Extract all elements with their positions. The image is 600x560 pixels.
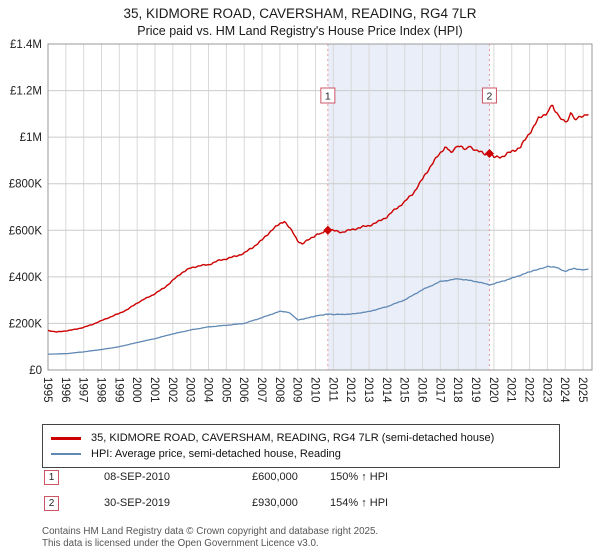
legend-swatch-property: [51, 436, 81, 440]
price-chart: £0 £200K £400K £600K £800K £1M £1.2M £1.4M 1995 1…: [9, 39, 593, 403]
series-line-property: [47, 104, 589, 333]
x-tick-label: 1998: [94, 377, 106, 403]
x-tick-label: 2001: [148, 377, 160, 403]
x-tick-label: 2016: [416, 377, 428, 403]
y-tick-label: £1M: [20, 132, 42, 144]
sale-number-badge-1: 1: [44, 470, 59, 485]
y-tick-label: £1.2M: [10, 86, 42, 98]
x-tick-label: 2014: [380, 377, 392, 403]
x-tick-label: 2015: [398, 377, 410, 403]
x-tick-label: 2018: [451, 377, 463, 403]
legend-label-property: 35, KIDMORE ROAD, CAVERSHAM, READING, RG…: [91, 432, 495, 444]
legend-swatch-hpi: [51, 453, 81, 455]
sale-flag-box-2: [481, 87, 497, 104]
sale-flag-label-1: 1: [325, 91, 331, 103]
x-tick-label: 2023: [540, 377, 552, 403]
sale-row-1: 1 08-SEP-2010 £600,000 150% ↑ HPI: [42, 470, 572, 496]
x-tick-label: 2024: [558, 377, 570, 403]
x-tick-label: 2010: [309, 377, 321, 403]
plot-border: [47, 43, 593, 371]
sale-date-1: 08-SEP-2010: [104, 471, 171, 483]
series-line-hpi: [48, 265, 589, 355]
y-tick-label: £800K: [9, 179, 43, 191]
x-tick-label: 2003: [184, 377, 196, 403]
x-tick-label: 2013: [362, 377, 374, 403]
x-tick-label: 2017: [433, 377, 445, 403]
x-tick-label: 2020: [487, 377, 499, 403]
sale-row-2: 2 30-SEP-2019 £930,000 154% ↑ HPI: [42, 496, 572, 522]
x-tick-label: 2006: [237, 377, 249, 403]
x-tick-label: 2002: [166, 377, 178, 403]
sale-number-badge-2: 2: [44, 496, 59, 511]
x-tick-label: 1996: [59, 377, 71, 403]
y-tick-label: £0: [29, 365, 42, 377]
sale-hpi-1: 150% ↑ HPI: [330, 471, 389, 483]
page-subtitle: Price paid vs. HM Land Registry's House …: [137, 24, 463, 38]
x-tick-label: 2009: [291, 377, 303, 403]
x-tick-label: 2000: [130, 377, 142, 403]
sale-hpi-2: 154% ↑ HPI: [330, 497, 389, 509]
x-tick-label: 2012: [344, 377, 356, 403]
y-tick-label: £400K: [9, 272, 43, 284]
x-tick-label: 2008: [273, 377, 285, 403]
x-tick-label: 2007: [255, 377, 267, 403]
sale-price-1: £600,000: [252, 471, 298, 483]
y-tick-label: £200K: [9, 318, 43, 330]
sale-marker-1: [323, 225, 333, 235]
x-tick-label: 2019: [469, 377, 481, 403]
sale-flag-label-2: 2: [487, 91, 493, 103]
footer-line-2: This data is licensed under the Open Gov…: [42, 537, 319, 549]
x-tick-label: 2011: [326, 377, 338, 402]
x-tick-label: 2021: [505, 377, 517, 403]
legend-label-hpi: HPI: Average price, semi-detached house,…: [91, 448, 341, 460]
sale-annotations: 1 08-SEP-2010 £600,000 150% ↑ HPI 2 30-S…: [42, 470, 572, 522]
sale-flag-box-1: [320, 87, 336, 104]
legend-item-hpi: HPI: Average price, semi-detached house,…: [51, 446, 551, 462]
x-tick-label: 1999: [112, 377, 124, 403]
x-tick-label: 2025: [576, 377, 588, 403]
y-tick-label: £600K: [9, 225, 43, 237]
page-title: 35, KIDMORE ROAD, CAVERSHAM, READING, RG…: [123, 6, 477, 21]
license-footer: Contains HM Land Registry data © Crown c…: [42, 526, 378, 549]
x-tick-label: 1997: [77, 377, 89, 403]
legend-box: 35, KIDMORE ROAD, CAVERSHAM, READING, RG…: [42, 424, 560, 468]
x-tick-label: 2005: [219, 377, 231, 403]
sale-marker-2: [484, 148, 494, 158]
y-tick-label: £1.4M: [10, 39, 42, 51]
footer-line-1: Contains HM Land Registry data © Crown c…: [42, 526, 379, 537]
x-tick-label: 2022: [523, 377, 535, 403]
sale-date-2: 30-SEP-2019: [104, 497, 171, 509]
x-tick-label: 1995: [41, 377, 53, 403]
shaded-region: [327, 44, 490, 370]
x-tick-label: 2004: [201, 377, 213, 403]
legend-item-property: 35, KIDMORE ROAD, CAVERSHAM, READING, RG…: [51, 430, 551, 446]
sale-price-2: £930,000: [252, 497, 298, 509]
